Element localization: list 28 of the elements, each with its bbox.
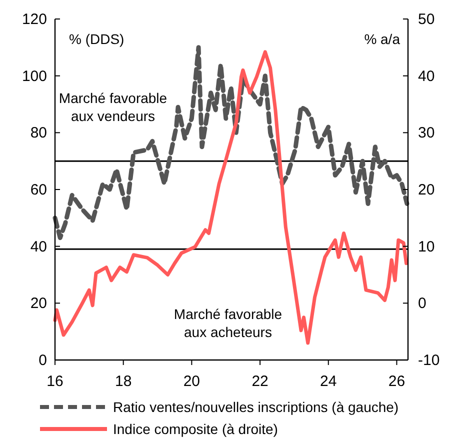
line-series: [53, 50, 408, 345]
y2-tick-label: 0: [418, 295, 426, 312]
y-tick-label: 40: [30, 238, 47, 256]
x-tick-label: 26: [388, 373, 406, 390]
y2-tick-label: 40: [418, 68, 435, 85]
x-tick-label: 18: [115, 373, 132, 390]
line-series: [52, 45, 410, 240]
annotation: Marché favorable aux acheteurs: [174, 306, 282, 340]
legend-label: Indice composite (à droite): [113, 421, 278, 437]
y-tick-label: 100: [22, 68, 47, 85]
x-tick-label: 20: [183, 373, 200, 390]
y-tick-label: 60: [30, 182, 47, 198]
y2-tick-label: 10: [418, 238, 435, 256]
y-tick-label: 0: [38, 352, 47, 369]
y-tick-label: 20: [30, 295, 47, 312]
y2-tick-label: 30: [418, 124, 435, 142]
legend-label: Ratio ventes/nouvelles inscriptions (à gauche): [113, 399, 399, 415]
annotation: % (DDS): [69, 31, 124, 47]
y2-tick-label: 20: [418, 182, 435, 198]
annotation: % a/a: [364, 31, 400, 47]
y-tick-label: 80: [30, 124, 47, 142]
y2-tick-label: 50: [418, 11, 435, 28]
y-tick-label: 120: [22, 11, 47, 28]
y2-tick-label: -10: [418, 352, 440, 369]
x-tick-label: 22: [252, 373, 268, 390]
annotation: Marché favorable aux vendeurs: [58, 90, 168, 124]
x-tick-label: 24: [320, 373, 337, 390]
x-tick-label: 16: [46, 373, 64, 390]
